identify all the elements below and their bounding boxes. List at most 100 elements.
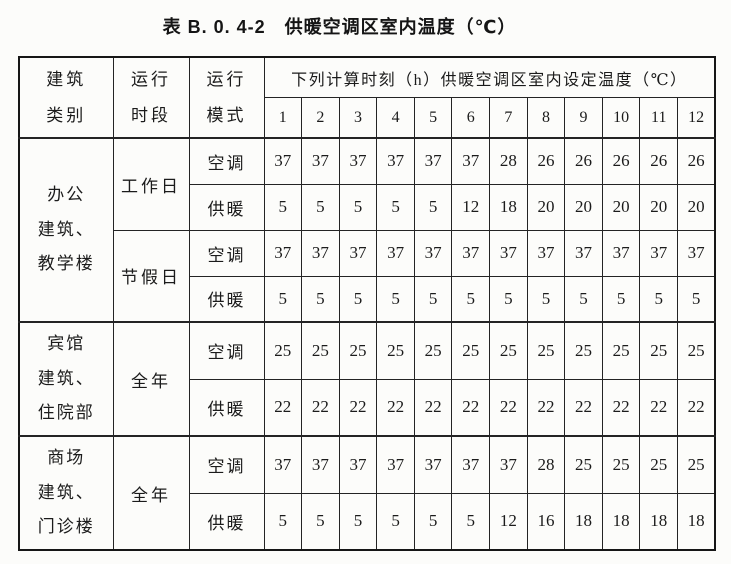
value-cell: 12 bbox=[451, 183, 491, 231]
mode-cell: 空调 bbox=[188, 137, 265, 185]
value-cell: 37 bbox=[451, 137, 491, 185]
value-cell: 25 bbox=[376, 321, 415, 380]
header-hour-4: 4 bbox=[376, 97, 415, 139]
building-cell: 商场 建筑、 门诊楼 bbox=[18, 435, 114, 551]
value-cell: 22 bbox=[301, 378, 340, 437]
table-row: 供暖 5 5 5 5 5 12 18 20 20 20 20 20 bbox=[19, 183, 716, 231]
table-row: 办公 建筑、 教学楼 工作日 空调 37 37 37 37 37 37 28 26 26 26 26 26 bbox=[18, 137, 716, 323]
value-cell: 37 bbox=[376, 137, 415, 185]
value-cell: 5 bbox=[451, 275, 491, 323]
value-cell: 25 bbox=[677, 321, 716, 380]
value-cell: 37 bbox=[376, 435, 415, 494]
value-cell: 37 bbox=[526, 229, 566, 277]
value-cell: 22 bbox=[451, 378, 491, 437]
value-cell: 12 bbox=[489, 492, 528, 551]
value-cell: 28 bbox=[489, 137, 528, 185]
period-cell: 全年 bbox=[112, 321, 190, 437]
value-cell: 26 bbox=[677, 137, 716, 185]
value-cell: 26 bbox=[526, 137, 566, 185]
value-cell: 26 bbox=[601, 137, 641, 185]
value-cell: 25 bbox=[677, 435, 716, 494]
value-cell: 37 bbox=[451, 229, 491, 277]
value-cell: 20 bbox=[564, 183, 603, 231]
value-cell: 5 bbox=[301, 492, 340, 551]
value-cell: 37 bbox=[601, 229, 641, 277]
value-cell: 5 bbox=[376, 492, 415, 551]
value-cell: 22 bbox=[338, 378, 378, 437]
mode-cell: 供暖 bbox=[188, 275, 265, 323]
value-cell: 37 bbox=[338, 229, 378, 277]
value-cell: 22 bbox=[601, 378, 641, 437]
value-cell: 22 bbox=[677, 378, 716, 437]
value-cell: 28 bbox=[526, 435, 566, 494]
value-cell: 20 bbox=[526, 183, 566, 231]
value-cell: 5 bbox=[263, 275, 303, 323]
value-cell: 25 bbox=[413, 321, 453, 380]
value-cell: 25 bbox=[601, 321, 641, 380]
mode-cell: 空调 bbox=[188, 229, 265, 277]
header-operation-mode: 运行 模式 bbox=[188, 56, 265, 139]
table-row: 供暖 22 22 22 22 22 22 22 22 22 22 22 22 bbox=[19, 378, 716, 437]
value-cell: 37 bbox=[263, 137, 303, 185]
value-cell: 37 bbox=[451, 435, 491, 494]
header-operation-period: 运行 时段 bbox=[112, 56, 190, 139]
value-cell: 5 bbox=[338, 183, 378, 231]
value-cell: 5 bbox=[601, 275, 641, 323]
value-cell: 5 bbox=[263, 183, 303, 231]
value-cell: 20 bbox=[601, 183, 641, 231]
value-cell: 37 bbox=[376, 229, 415, 277]
value-cell: 37 bbox=[564, 229, 603, 277]
value-cell: 16 bbox=[526, 492, 566, 551]
value-cell: 5 bbox=[413, 275, 453, 323]
value-cell: 37 bbox=[413, 435, 453, 494]
mode-cell: 空调 bbox=[188, 321, 265, 380]
value-cell: 5 bbox=[413, 492, 453, 551]
value-cell: 37 bbox=[413, 137, 453, 185]
header-hour-1: 1 bbox=[263, 97, 303, 139]
value-cell: 25 bbox=[564, 435, 603, 494]
value-cell: 5 bbox=[376, 183, 415, 231]
value-cell: 37 bbox=[489, 435, 528, 494]
header-hour-2: 2 bbox=[301, 97, 340, 139]
header-hour-11: 11 bbox=[639, 97, 679, 139]
value-cell: 5 bbox=[263, 492, 303, 551]
value-cell: 20 bbox=[677, 183, 716, 231]
header-hours-title: 下列计算时刻（h）供暖空调区室内设定温度（℃） bbox=[263, 56, 716, 98]
period-cell: 节假日 bbox=[112, 229, 190, 323]
value-cell: 5 bbox=[338, 492, 378, 551]
header-hour-9: 9 bbox=[564, 97, 603, 139]
value-cell: 22 bbox=[376, 378, 415, 437]
value-cell: 5 bbox=[639, 275, 679, 323]
value-cell: 37 bbox=[338, 435, 378, 494]
value-cell: 37 bbox=[489, 229, 528, 277]
value-cell: 18 bbox=[601, 492, 641, 551]
value-cell: 22 bbox=[564, 378, 603, 437]
header-hour-7: 7 bbox=[489, 97, 528, 139]
value-cell: 37 bbox=[413, 229, 453, 277]
value-cell: 5 bbox=[451, 492, 491, 551]
value-cell: 25 bbox=[301, 321, 340, 380]
header-hour-12: 12 bbox=[677, 97, 716, 139]
header-building-category: 建筑 类别 bbox=[18, 56, 114, 139]
table-row: 商场 建筑、 门诊楼 全年 空调 37 37 37 37 37 37 37 28 25 25 25 25 bbox=[18, 435, 716, 551]
value-cell: 37 bbox=[677, 229, 716, 277]
header-row-2: 1 2 3 4 5 6 7 8 9 10 11 12 bbox=[19, 97, 716, 139]
value-cell: 22 bbox=[263, 378, 303, 437]
value-cell: 22 bbox=[489, 378, 528, 437]
value-cell: 25 bbox=[489, 321, 528, 380]
value-cell: 25 bbox=[451, 321, 491, 380]
value-cell: 5 bbox=[338, 275, 378, 323]
mode-cell: 供暖 bbox=[188, 492, 265, 551]
value-cell: 26 bbox=[639, 137, 679, 185]
value-cell: 25 bbox=[639, 435, 679, 494]
value-cell: 25 bbox=[601, 435, 641, 494]
value-cell: 5 bbox=[677, 275, 716, 323]
value-cell: 25 bbox=[338, 321, 378, 380]
value-cell: 26 bbox=[564, 137, 603, 185]
value-cell: 5 bbox=[301, 183, 340, 231]
building-cell: 宾馆 建筑、 住院部 bbox=[18, 321, 114, 437]
value-cell: 37 bbox=[301, 137, 340, 185]
table-row: 节假日 空调 37 37 37 37 37 37 37 37 37 37 37 37 bbox=[19, 229, 716, 323]
value-cell: 22 bbox=[413, 378, 453, 437]
